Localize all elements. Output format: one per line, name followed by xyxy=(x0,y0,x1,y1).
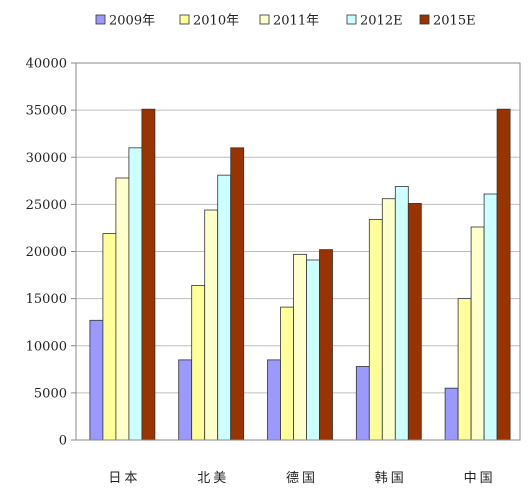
bar xyxy=(381,198,396,441)
plot-frame xyxy=(75,62,521,441)
y-tick-label: 40000 xyxy=(26,57,67,72)
y-tick-label: 15000 xyxy=(26,292,67,307)
bars xyxy=(89,108,511,441)
bar xyxy=(280,306,294,441)
y-tick-label: 20000 xyxy=(26,245,67,260)
bar xyxy=(141,108,156,441)
legend-label: 2012E xyxy=(360,14,403,29)
y-axis-ticks: 0 5000 10000 15000 20000 25000 30000 35000 40000 xyxy=(26,57,76,449)
x-category-label: 德国 xyxy=(286,471,318,486)
y-tick-label: 35000 xyxy=(26,104,67,119)
bar xyxy=(444,387,459,441)
legend-swatch xyxy=(419,14,430,25)
bar xyxy=(204,209,219,441)
x-category-label: 日本 xyxy=(108,471,140,486)
bar xyxy=(89,319,104,441)
legend-label: 2011年 xyxy=(273,14,319,29)
bar xyxy=(319,249,333,441)
legend-swatch xyxy=(346,14,357,25)
bar xyxy=(267,359,281,441)
bar xyxy=(496,108,511,441)
x-category-label: 北美 xyxy=(197,471,229,486)
bar xyxy=(217,174,232,441)
y-tick-label: 10000 xyxy=(26,339,67,354)
y-tick-label: 0 xyxy=(59,434,67,449)
bar xyxy=(457,298,472,441)
bar xyxy=(293,253,307,441)
legend: 2009年 2010年 2011年 2012E 2015E xyxy=(95,14,476,29)
bar xyxy=(128,147,143,441)
legend-swatch xyxy=(95,14,106,25)
bar xyxy=(306,259,320,441)
x-category-label: 中国 xyxy=(464,471,496,486)
legend-swatch xyxy=(179,14,190,25)
bar xyxy=(191,285,206,441)
bar xyxy=(407,203,422,441)
legend-label: 2010年 xyxy=(193,14,239,29)
x-axis-labels: 日本 北美 德国 韩国 中国 xyxy=(108,471,496,486)
bar xyxy=(355,366,370,441)
legend-label: 2009年 xyxy=(109,14,155,29)
bar xyxy=(115,177,130,441)
bar xyxy=(230,147,245,441)
y-tick-label: 30000 xyxy=(26,151,67,166)
bar xyxy=(394,186,409,441)
y-tick-label: 25000 xyxy=(26,198,67,213)
bar xyxy=(483,193,498,441)
y-tick-label: 5000 xyxy=(34,386,67,401)
bar xyxy=(470,226,485,441)
legend-label: 2015E xyxy=(433,14,476,29)
legend-swatch xyxy=(259,14,270,25)
bar xyxy=(102,233,117,441)
bar xyxy=(178,359,193,441)
x-category-label: 韩国 xyxy=(375,471,407,486)
bar xyxy=(368,219,383,441)
